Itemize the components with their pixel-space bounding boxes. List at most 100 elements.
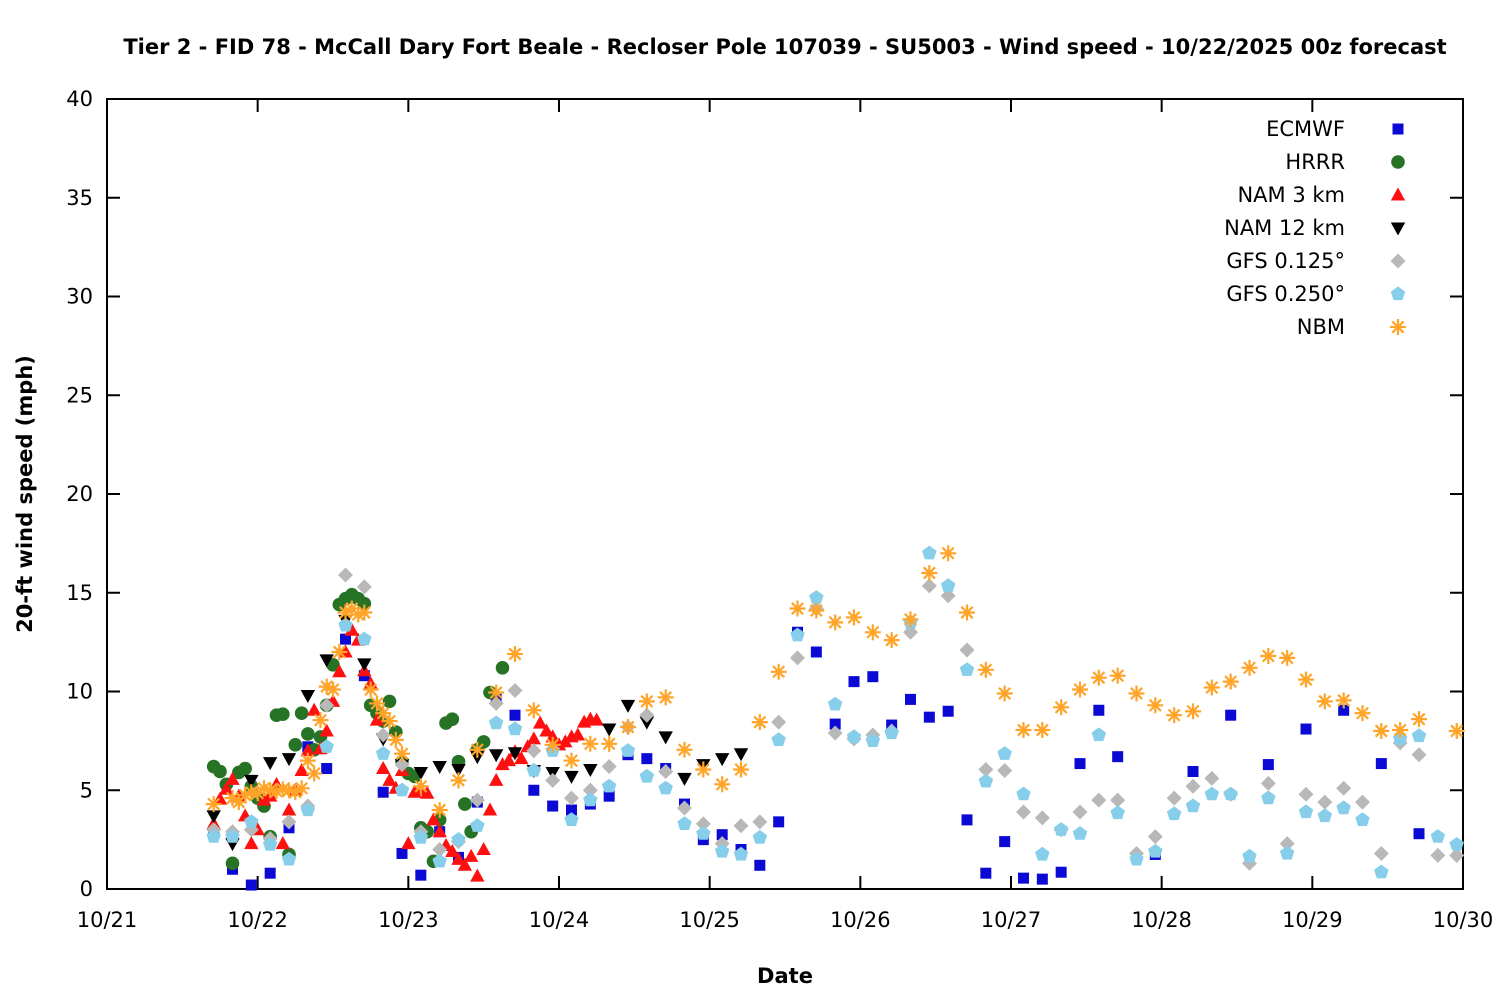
data-point-pentagon bbox=[940, 578, 956, 592]
legend-label-nam-3-km: NAM 3 km bbox=[1237, 183, 1345, 207]
data-point-square bbox=[923, 711, 935, 723]
data-point-triangle-down bbox=[206, 810, 221, 824]
data-point-asterisk bbox=[207, 797, 221, 811]
data-point-square bbox=[980, 867, 992, 879]
x-tick-label: 10/22 bbox=[227, 908, 288, 932]
data-point-asterisk bbox=[1148, 698, 1162, 712]
data-point-asterisk bbox=[1374, 724, 1388, 738]
data-point-pentagon bbox=[488, 715, 504, 730]
data-point-triangle-down bbox=[432, 761, 447, 775]
data-point-asterisk bbox=[357, 606, 371, 619]
data-point-triangle-up bbox=[470, 868, 485, 882]
data-point-square bbox=[716, 829, 728, 841]
data-point-square bbox=[264, 867, 276, 879]
data-point-pentagon bbox=[601, 778, 617, 793]
data-point-diamond bbox=[488, 695, 504, 711]
data-point-asterisk bbox=[772, 665, 786, 679]
legend-label-ecmwf: ECMWF bbox=[1266, 117, 1345, 141]
data-point-asterisk bbox=[922, 566, 936, 580]
data-point-triangle-down bbox=[357, 658, 372, 672]
data-point-asterisk bbox=[885, 633, 899, 647]
data-point-asterisk bbox=[678, 743, 691, 757]
data-point-circle bbox=[276, 707, 290, 722]
data-point-asterisk bbox=[809, 604, 823, 617]
data-point-square bbox=[1093, 704, 1105, 716]
data-point-pentagon bbox=[997, 746, 1012, 760]
data-point-asterisk bbox=[1092, 671, 1106, 685]
data-point-pentagon bbox=[225, 829, 240, 843]
data-point-diamond bbox=[1016, 804, 1032, 820]
data-point-diamond bbox=[921, 578, 937, 594]
data-point-pentagon bbox=[262, 837, 278, 851]
legend-label-gfs-0-125-: GFS 0.125° bbox=[1226, 249, 1345, 273]
data-point-diamond bbox=[771, 714, 787, 730]
data-point-square bbox=[377, 786, 389, 798]
data-point-asterisk bbox=[470, 743, 484, 757]
data-point-diamond bbox=[564, 790, 580, 806]
data-point-triangle-up bbox=[369, 712, 385, 726]
legend-label-gfs-0-250-: GFS 0.250° bbox=[1226, 282, 1345, 306]
data-point-diamond bbox=[1072, 804, 1088, 820]
data-point-pentagon bbox=[338, 617, 353, 632]
data-point-square bbox=[773, 816, 785, 828]
data-point-triangle-up bbox=[332, 664, 347, 678]
data-point-asterisk bbox=[1391, 320, 1405, 334]
data-point-triangle-down bbox=[281, 753, 297, 767]
data-point-asterisk bbox=[583, 737, 597, 751]
data-point-circle bbox=[288, 738, 303, 752]
data-point-diamond bbox=[1260, 775, 1276, 791]
data-point-asterisk bbox=[414, 779, 428, 793]
data-point-triangle-up bbox=[256, 792, 272, 806]
data-point-square bbox=[245, 879, 257, 891]
data-point-diamond bbox=[677, 800, 693, 816]
data-point-square bbox=[566, 804, 578, 816]
data-point-diamond bbox=[1317, 794, 1333, 810]
data-point-asterisk bbox=[715, 777, 729, 791]
data-point-asterisk bbox=[847, 611, 861, 624]
data-point-pentagon bbox=[432, 853, 447, 868]
data-point-asterisk bbox=[1205, 681, 1219, 694]
data-point-diamond bbox=[695, 816, 711, 832]
data-point-diamond bbox=[752, 814, 768, 830]
data-point-square bbox=[1187, 765, 1199, 777]
data-point-circle bbox=[476, 735, 491, 749]
data-point-square bbox=[1375, 758, 1387, 770]
data-point-pentagon bbox=[206, 829, 221, 843]
data-point-asterisk bbox=[866, 625, 880, 639]
data-point-triangle-down bbox=[413, 766, 429, 780]
data-point-diamond bbox=[1034, 810, 1050, 826]
data-point-pentagon bbox=[1355, 812, 1370, 826]
data-point-pentagon bbox=[771, 732, 786, 746]
data-point-square bbox=[396, 847, 408, 859]
data-point-square bbox=[905, 693, 917, 705]
data-point-diamond bbox=[1430, 847, 1446, 863]
data-point-triangle-up bbox=[488, 772, 504, 786]
x-tick-label: 10/28 bbox=[1131, 908, 1192, 932]
data-point-triangle-up bbox=[319, 723, 334, 737]
data-point-triangle-down bbox=[319, 654, 334, 668]
data-point-pentagon bbox=[451, 832, 466, 846]
data-point-asterisk bbox=[621, 720, 635, 734]
data-point-triangle-down bbox=[564, 770, 579, 784]
data-point-asterisk bbox=[941, 546, 955, 560]
data-point-diamond bbox=[526, 743, 542, 759]
data-point-asterisk bbox=[433, 803, 447, 817]
data-point-diamond bbox=[1449, 847, 1465, 863]
data-point-pentagon bbox=[1317, 808, 1333, 823]
data-point-diamond bbox=[790, 650, 806, 666]
data-point-pentagon bbox=[884, 725, 899, 740]
data-point-triangle-up bbox=[526, 731, 542, 745]
data-point-circle bbox=[1391, 155, 1405, 169]
data-point-asterisk bbox=[1261, 649, 1275, 663]
data-point-pentagon bbox=[733, 846, 749, 861]
data-point-pentagon bbox=[564, 812, 579, 826]
data-point-diamond bbox=[827, 725, 843, 741]
data-point-asterisk bbox=[791, 602, 804, 615]
data-point-square bbox=[1055, 866, 1067, 878]
data-point-asterisk bbox=[1224, 675, 1238, 689]
data-point-square bbox=[321, 763, 333, 775]
data-point-triangle-up bbox=[294, 763, 309, 776]
data-point-triangle-down bbox=[601, 723, 617, 737]
data-point-asterisk bbox=[314, 713, 327, 727]
